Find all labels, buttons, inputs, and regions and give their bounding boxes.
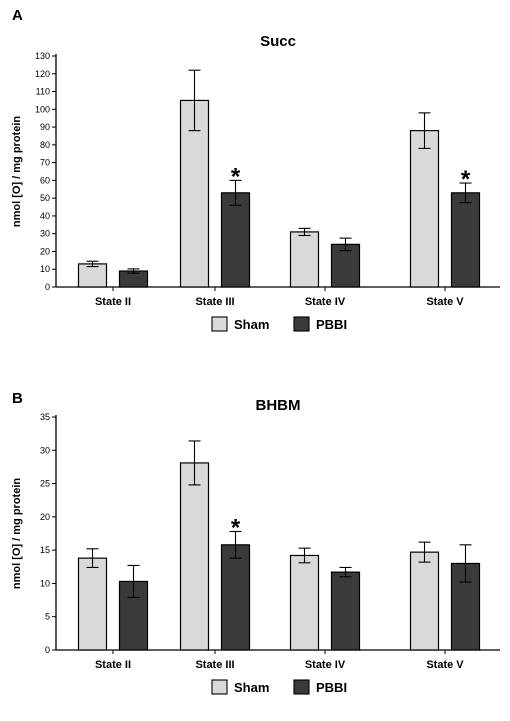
- y-axis-label: nmol [O] / mg protein: [11, 478, 23, 589]
- legend-label-sham: Sham: [234, 680, 269, 695]
- y-tick-label: 35: [40, 412, 50, 422]
- significance-marker: *: [461, 166, 471, 193]
- y-tick-label: 50: [40, 193, 50, 203]
- x-tick-label: State V: [426, 296, 464, 308]
- x-tick-label: State III: [195, 296, 234, 308]
- legend-swatch-sham: [211, 679, 228, 695]
- bar-sham: [409, 551, 440, 651]
- y-tick-label: 20: [40, 512, 50, 522]
- y-tick-label: 40: [40, 211, 50, 221]
- bar-pbbi: [330, 243, 361, 288]
- x-tick-label: State IV: [305, 296, 346, 308]
- y-tick-label: 90: [40, 122, 50, 132]
- legend-swatch-pbbi: [293, 316, 310, 332]
- x-tick-label: State II: [95, 296, 131, 308]
- significance-marker: *: [231, 163, 241, 190]
- y-tick-label: 110: [36, 87, 50, 97]
- bar-pbbi: [450, 192, 481, 288]
- y-axis-label: nmol [O] / mg protein: [11, 116, 23, 227]
- panel-letter: B: [12, 390, 23, 407]
- chart-title: Succ: [260, 33, 296, 50]
- y-tick-label: 80: [40, 140, 50, 150]
- legend: Sham PBBI: [211, 316, 347, 332]
- y-tick-label: 0: [45, 282, 50, 292]
- bar-sham: [409, 130, 440, 288]
- chart-panel-a: A Succ 0 10 20 30 40 50 60 70 80 90 100 110 120 130 nmol…: [11, 7, 500, 332]
- y-tick-label: 20: [40, 246, 50, 256]
- y-tick-label: 30: [40, 445, 50, 455]
- y-tick-label: 0: [45, 645, 50, 655]
- bar-sham: [77, 263, 108, 288]
- legend-swatch-pbbi: [293, 679, 310, 695]
- x-tick-label: State II: [95, 659, 131, 671]
- y-tick-label: 130: [35, 51, 50, 61]
- x-tick-label: State III: [195, 659, 234, 671]
- x-tick-label: State IV: [305, 659, 346, 671]
- chart-title: BHBM: [256, 397, 301, 414]
- y-tick-label: 30: [40, 229, 50, 239]
- bar-sham: [289, 554, 320, 651]
- chart-panel-b: B BHBM 0 5 10 15 20 25 30 35 nmol [O] / mg protein…: [11, 390, 500, 695]
- y-tick-label: 60: [40, 175, 50, 185]
- bar-sham: [179, 462, 210, 651]
- y-tick-label: 10: [40, 264, 50, 274]
- y-tick-label: 70: [40, 158, 50, 168]
- bar-sham: [77, 557, 108, 651]
- legend-label-sham: Sham: [234, 317, 269, 332]
- bar-pbbi: [220, 192, 251, 288]
- legend-label-pbbi: PBBI: [316, 317, 347, 332]
- y-tick-label: 5: [45, 612, 50, 622]
- y-tick-label: 100: [35, 104, 50, 114]
- y-tick-label: 120: [35, 69, 50, 79]
- bar-pbbi: [330, 571, 361, 651]
- bar-sham: [289, 231, 320, 288]
- legend-label-pbbi: PBBI: [316, 680, 347, 695]
- y-tick-label: 10: [40, 578, 50, 588]
- x-tick-label: State V: [426, 659, 464, 671]
- legend-swatch-sham: [211, 316, 228, 332]
- y-tick-label: 15: [40, 545, 50, 555]
- y-tick-label: 25: [40, 479, 50, 489]
- legend: Sham PBBI: [211, 679, 347, 695]
- significance-marker: *: [231, 515, 241, 542]
- bar-pbbi: [220, 544, 251, 651]
- bar-sham: [179, 99, 210, 288]
- panel-letter: A: [12, 7, 23, 24]
